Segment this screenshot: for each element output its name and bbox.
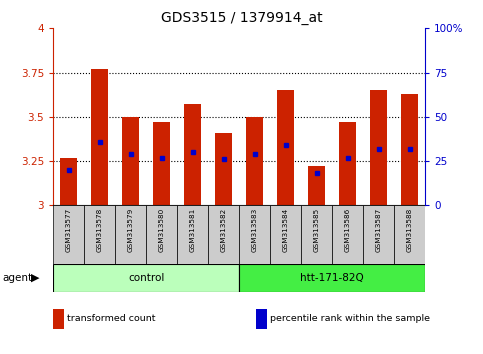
Text: GDS3515 / 1379914_at: GDS3515 / 1379914_at [161, 11, 322, 25]
Bar [339, 122, 356, 205]
Bar [370, 90, 387, 205]
Text: GSM313587: GSM313587 [376, 208, 382, 252]
Bar [308, 166, 325, 205]
Bar [177, 205, 208, 264]
Bar [91, 69, 108, 205]
Text: percentile rank within the sample: percentile rank within the sample [270, 314, 429, 323]
Text: GSM313580: GSM313580 [158, 208, 165, 252]
Text: GSM313582: GSM313582 [221, 208, 227, 252]
Text: ▶: ▶ [30, 273, 39, 283]
Bar [394, 205, 425, 264]
Bar [146, 205, 177, 264]
Text: agent: agent [2, 273, 32, 283]
Bar [363, 205, 394, 264]
Bar [53, 205, 84, 264]
Bar [60, 158, 77, 205]
Text: GSM313579: GSM313579 [128, 208, 134, 252]
Text: control: control [128, 273, 164, 283]
Text: GSM313584: GSM313584 [283, 208, 288, 252]
Bar [115, 205, 146, 264]
Text: GSM313578: GSM313578 [97, 208, 102, 252]
Text: htt-171-82Q: htt-171-82Q [300, 273, 364, 283]
Bar [301, 205, 332, 264]
Bar [239, 205, 270, 264]
Bar [246, 117, 263, 205]
Bar [239, 264, 425, 292]
Text: GSM313586: GSM313586 [344, 208, 351, 252]
Bar [153, 122, 170, 205]
Text: GSM313585: GSM313585 [313, 208, 320, 252]
Bar [277, 90, 294, 205]
Bar [84, 205, 115, 264]
Text: GSM313583: GSM313583 [252, 208, 257, 252]
Bar [215, 133, 232, 205]
Bar [332, 205, 363, 264]
Bar [122, 117, 139, 205]
Bar [270, 205, 301, 264]
Text: transformed count: transformed count [67, 314, 155, 323]
Bar [401, 94, 418, 205]
Text: GSM313588: GSM313588 [407, 208, 412, 252]
Text: GSM313581: GSM313581 [190, 208, 196, 252]
Text: GSM313577: GSM313577 [66, 208, 71, 252]
Bar [53, 264, 239, 292]
Bar [208, 205, 239, 264]
Bar [184, 104, 201, 205]
